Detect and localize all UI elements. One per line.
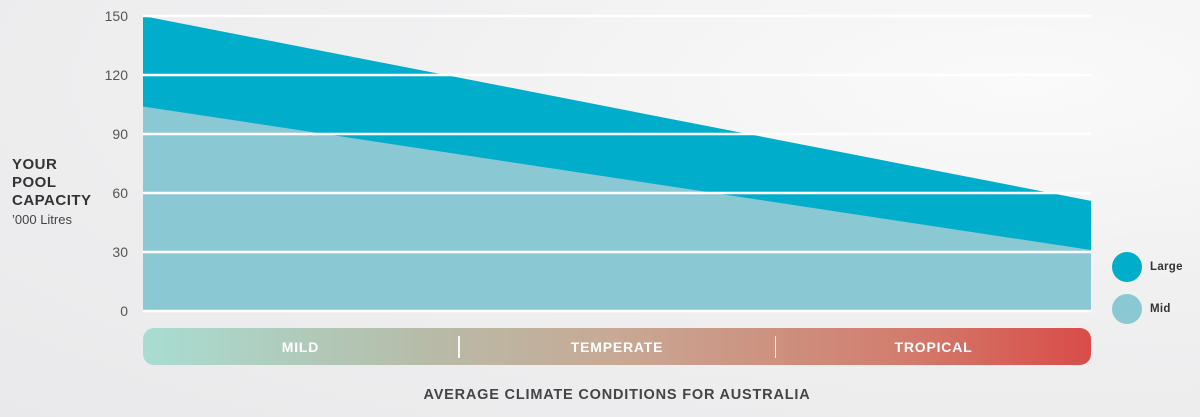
y-tick-label: 30	[112, 244, 128, 260]
chart-areas	[143, 16, 1091, 311]
y-tick-label: 60	[112, 185, 128, 201]
climate-divider	[774, 335, 776, 358]
legend-item-mid: Mid	[1112, 294, 1183, 324]
y-axis-unit: ’000 Litres	[12, 212, 72, 227]
climate-zone-temperate: TEMPERATE	[570, 338, 664, 355]
climate-zone-mild: MILD	[281, 338, 320, 355]
legend-label-mid: Mid	[1150, 303, 1171, 315]
y-tick-label: 120	[105, 67, 129, 83]
y-axis-label: YOUR POOL CAPACITY ’000 Litres	[12, 156, 122, 227]
legend-swatch-large	[1112, 252, 1142, 282]
y-tick-label: 0	[120, 303, 128, 319]
legend-swatch-mid	[1112, 294, 1142, 324]
legend-item-large: Large	[1112, 252, 1183, 282]
legend: Large Mid	[1112, 252, 1183, 336]
climate-zone-tropical: TROPICAL	[894, 338, 973, 355]
y-tick-label: 90	[112, 126, 128, 142]
climate-scale-bar: MILD TEMPERATE TROPICAL	[143, 328, 1091, 365]
y-tick-label: 150	[105, 8, 129, 24]
chart-gridlines	[143, 14, 1091, 313]
x-axis-title: AVERAGE CLIMATE CONDITIONS FOR AUSTRALIA	[423, 387, 811, 403]
y-axis-title: YOUR POOL CAPACITY	[12, 156, 92, 209]
climate-divider	[458, 335, 460, 358]
y-axis-ticks: 0 30 60 90 120 150	[105, 8, 129, 319]
area-mid	[143, 106, 1091, 311]
legend-label-large: Large	[1150, 261, 1183, 273]
